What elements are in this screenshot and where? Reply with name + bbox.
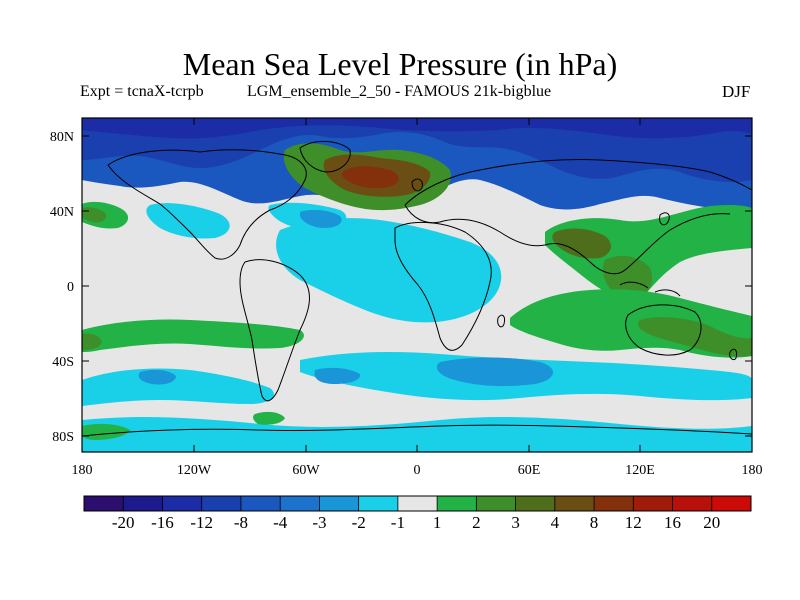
positive-region-antarctic-west	[82, 423, 130, 440]
colorbar-swatch	[515, 496, 556, 511]
antarctica-coast	[82, 424, 752, 437]
ensemble-label: LGM_ensemble_2_50 - FAMOUS 21k-bigblue	[247, 83, 552, 100]
x-tick-label: 180	[742, 463, 763, 478]
strong-negative-region-north	[82, 118, 752, 183]
strong-positive-region-australia	[637, 317, 752, 357]
pressure-field	[82, 118, 752, 452]
colorbar-swatch	[633, 496, 673, 511]
colorbar-label: -16	[151, 513, 174, 532]
colorbar-swatch	[358, 496, 399, 511]
colorbar-label: -4	[273, 513, 288, 532]
strong-negative-region-southern-ocean	[436, 357, 554, 387]
colorbar-label: -20	[112, 513, 135, 532]
positive-region-south-pacific	[82, 319, 304, 352]
x-tick-label: 0	[414, 463, 421, 478]
positive-region-antarctic-central	[253, 411, 285, 425]
australia-coast	[625, 304, 702, 356]
colorbar-label: -3	[312, 513, 326, 532]
negative-region-south-atlantic-west	[314, 367, 361, 384]
colorbar-label: -8	[234, 513, 248, 532]
x-tick-labels: 180 120W 60W 0 60E 120E 180	[72, 463, 763, 478]
x-tick-label: 120W	[177, 463, 212, 478]
tick-marks	[81, 118, 753, 452]
strong-positive-region-asia	[552, 228, 612, 259]
darkest-negative-region-north	[82, 118, 752, 139]
map-title: Mean Sea Level Pressure (in hPa)	[182, 46, 618, 82]
y-tick-labels: 80N 40N 0 40S 80S	[50, 130, 74, 445]
colorbar-label: 12	[625, 513, 642, 532]
x-tick-label: 180	[72, 463, 93, 478]
colorbar	[83, 495, 752, 512]
colorbar-swatch	[594, 496, 634, 511]
negative-region-central-atlantic	[300, 209, 342, 228]
colorbar-swatch	[554, 496, 595, 511]
negative-region-tropical-pacific	[82, 368, 274, 406]
colorbar-label: -1	[391, 513, 405, 532]
south-america-coast	[239, 259, 310, 402]
colorbar-label: 1	[433, 513, 442, 532]
africa-coast	[394, 221, 492, 351]
negative-region-tropical-atlantic	[276, 218, 502, 323]
experiment-label: Expt = tcnaX-tcrpb	[80, 83, 204, 100]
colorbar-label: 8	[590, 513, 599, 532]
colorbar-swatch	[319, 496, 359, 511]
colorbar-swatch	[84, 496, 124, 511]
colorbar-label: 3	[511, 513, 520, 532]
colorbar-labels: -20 -16 -12 -8 -4 -3 -2 -1 1 2 3 4 8 12 16 20	[112, 513, 720, 532]
colorbar-label: -12	[190, 513, 213, 532]
new-zealand-coast	[729, 348, 737, 361]
colorbar-label: -2	[352, 513, 366, 532]
colorbar-swatch	[397, 496, 438, 511]
colorbar-swatch	[437, 496, 477, 511]
colorbar-swatch	[162, 496, 203, 511]
madagascar-coast	[497, 314, 505, 328]
indonesia-coast	[619, 281, 681, 297]
strong-positive-region-south-pacific	[82, 333, 102, 350]
greenland-coast	[299, 141, 351, 173]
colorbar-frame	[83, 495, 752, 512]
eurasia-coast	[404, 158, 752, 275]
japan-coast	[659, 212, 670, 226]
colorbar-label: 20	[703, 513, 720, 532]
y-tick-label: 0	[67, 280, 74, 295]
colorbar-swatch	[476, 496, 516, 511]
season-label: DJF	[722, 82, 751, 101]
colorbar-swatch	[201, 496, 242, 511]
x-tick-label: 120E	[625, 463, 655, 478]
colorbar-label: 4	[551, 513, 560, 532]
negative-region-antarctic	[82, 417, 752, 452]
x-tick-label: 60W	[292, 463, 320, 478]
colorbar-label: 2	[472, 513, 481, 532]
x-tick-label: 60E	[518, 463, 541, 478]
colorbar-swatch	[280, 496, 320, 511]
north-america-coast	[107, 149, 307, 260]
colorbar-swatch	[240, 496, 281, 511]
negative-region-east-pacific	[146, 203, 230, 239]
colorbar-label: 16	[664, 513, 681, 532]
positive-region-asia	[545, 204, 752, 301]
y-tick-label: 40N	[50, 205, 74, 220]
british-isles-coast	[411, 178, 423, 192]
negative-region-south-pacific-far	[138, 369, 176, 385]
colorbar-swatch	[711, 496, 752, 511]
y-tick-label: 40S	[52, 355, 74, 370]
colorbar-swatch	[123, 496, 163, 511]
coastline-outline	[82, 141, 752, 437]
strong-positive-region-maritime	[602, 255, 653, 301]
y-tick-label: 80S	[52, 430, 74, 445]
y-tick-label: 80N	[50, 130, 74, 145]
colorbar-swatch	[672, 496, 713, 511]
core-positive-region-north-atlantic	[342, 166, 399, 189]
